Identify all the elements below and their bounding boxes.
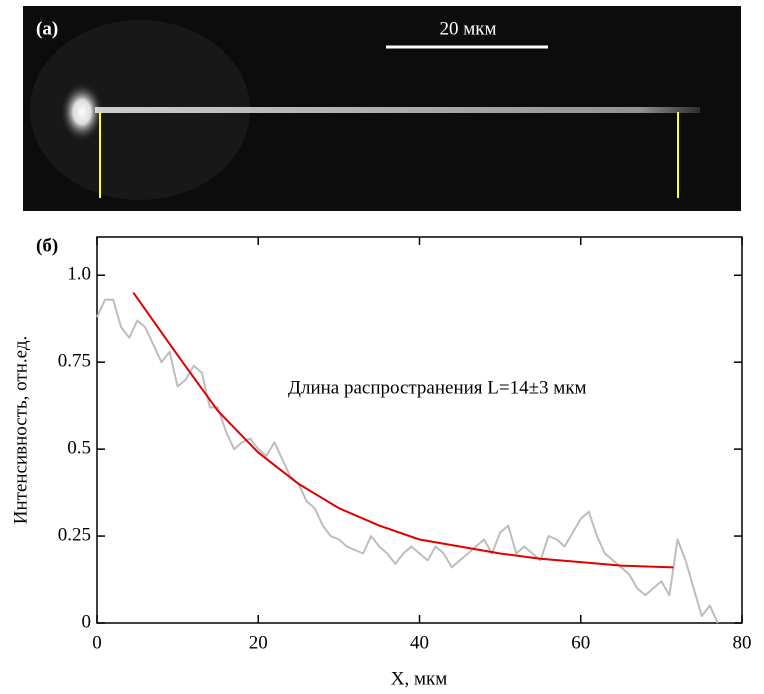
x-tick-label: 60 [571,632,590,653]
scale-bar-label: 20 мкм [439,18,496,39]
panel-label: (а) [36,18,58,39]
y-tick-label: 0.5 [67,437,91,458]
data-line [132,292,674,569]
y-tick-label: 0.75 [58,351,91,372]
y-tick-label: 0.25 [58,524,91,545]
x-tick-label: 80 [733,632,752,653]
plot-frame [96,236,743,624]
x-tick-label: 40 [410,632,429,653]
x-tick-label: 0 [92,632,102,653]
x-axis-label: X, мкм [391,668,448,689]
micrograph: 20 мкм (а) [23,6,741,211]
chart: (б) X, мкм Интенсивность, отн.ед. Длина … [10,235,751,689]
input-spot [60,82,104,142]
annotation: Длина распространения L=14±3 мкм [288,377,587,398]
data-line [96,298,719,624]
y-axis-label: Интенсивность, отн.ед. [10,336,31,524]
panel-label: (б) [36,235,58,256]
y-tick-label: 0 [82,611,92,632]
y-tick-label: 1.0 [67,264,91,285]
x-tick-label: 20 [249,632,268,653]
waveguide [95,107,700,113]
